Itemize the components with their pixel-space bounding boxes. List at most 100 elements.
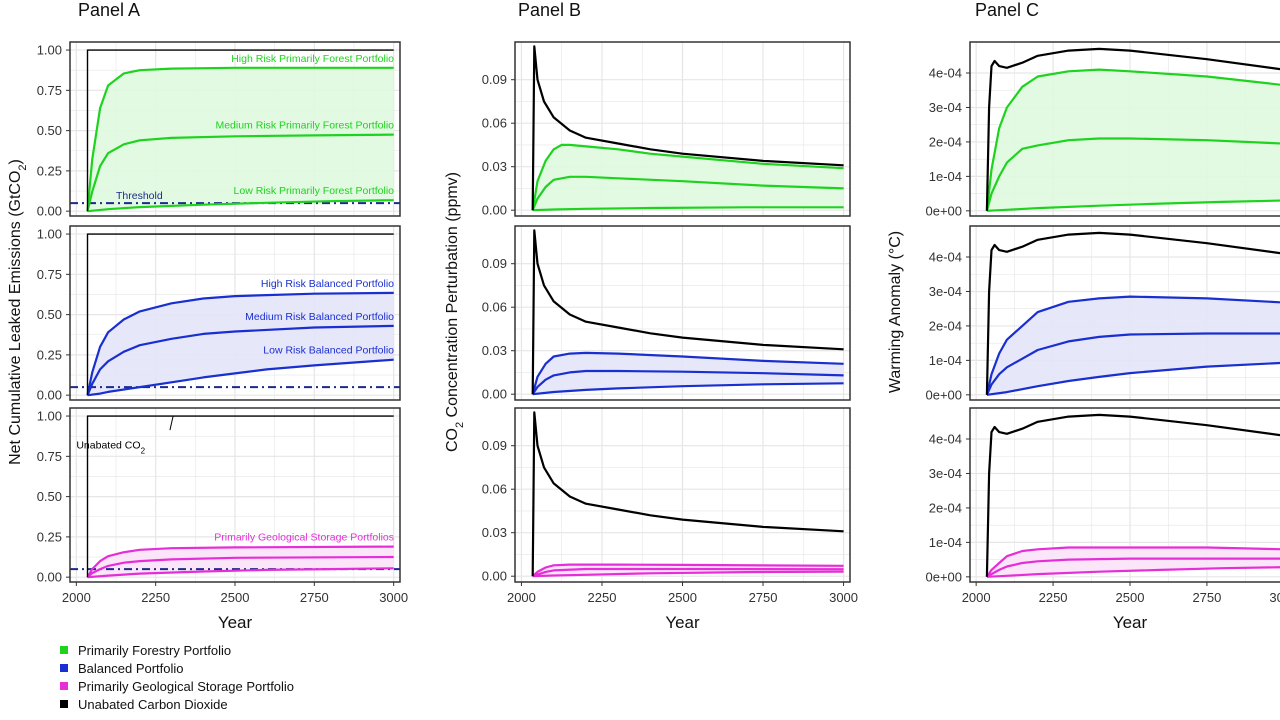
y-tick-label: 3e-04 bbox=[929, 100, 962, 115]
y-tick-label: 0.75 bbox=[37, 83, 62, 98]
y-tick-label: 0e+00 bbox=[925, 387, 962, 402]
y-tick-label: 1e-04 bbox=[929, 535, 962, 550]
series-line-unabated bbox=[531, 411, 844, 577]
y-tick-label: 1e-04 bbox=[929, 169, 962, 184]
y-axis-label: Warming Anomaly (°C) bbox=[887, 231, 904, 393]
series-label: Low Risk Balanced Portfolio bbox=[263, 345, 394, 357]
y-tick-label: 0.00 bbox=[37, 570, 62, 585]
y-tick-label: 0.25 bbox=[37, 163, 62, 178]
series-line-unabated bbox=[86, 49, 394, 212]
y-tick-label: 0.50 bbox=[37, 123, 62, 138]
series-line-unabated bbox=[985, 413, 1280, 577]
y-tick-label: 0.50 bbox=[37, 307, 62, 322]
series-line-balanced-2 bbox=[986, 361, 1280, 396]
facet-border bbox=[69, 225, 401, 401]
series-line-geological-1 bbox=[86, 555, 394, 579]
series-label: High Risk Primarily Forest Portfolio bbox=[231, 53, 394, 65]
plot-area bbox=[70, 49, 400, 213]
legend-label: Unabated Carbon Dioxide bbox=[78, 697, 228, 712]
unabated-label-subscript: 2 bbox=[141, 446, 146, 455]
y-tick-label: 2e-04 bbox=[929, 134, 962, 149]
series-line-unabated bbox=[531, 45, 844, 211]
plot-area bbox=[985, 47, 1280, 212]
y-tick-label: 2e-04 bbox=[929, 500, 962, 515]
y-tick-label: 3e-04 bbox=[929, 284, 962, 299]
x-tick-label: 2750 bbox=[1192, 590, 1221, 605]
y-tick-label: 1e-04 bbox=[929, 353, 962, 368]
series-line-geological-0 bbox=[985, 546, 1280, 578]
legend-label: Primarily Geological Storage Portfolio bbox=[78, 679, 294, 694]
y-tick-label: 4e-04 bbox=[929, 250, 962, 265]
y-tick-label: 0e+00 bbox=[925, 569, 962, 584]
y-axis-label: CO2 Concentration Perturbation (ppmv) bbox=[444, 172, 466, 452]
series-line-geological-1 bbox=[986, 557, 1280, 578]
x-tick-label: 3000 bbox=[829, 590, 858, 605]
series-line-geological-0 bbox=[86, 545, 394, 578]
y-tick-label: 4e-04 bbox=[929, 66, 962, 81]
plot-area bbox=[70, 415, 400, 579]
y-axis-label-main: Warming Anomaly (°C) bbox=[887, 231, 904, 393]
facet-border bbox=[514, 41, 851, 217]
x-axis-label: Year bbox=[218, 613, 253, 632]
series-line-geological-1 bbox=[532, 567, 844, 578]
group-label: Primarily Geological Storage Portfolios bbox=[214, 532, 394, 544]
y-tick-label: 2e-04 bbox=[929, 318, 962, 333]
y-axis-label: Net Cumulative Leaked Emissions (GtCO2) bbox=[7, 159, 29, 465]
x-tick-label: 2000 bbox=[507, 590, 536, 605]
legend-label: Primarily Forestry Portfolio bbox=[78, 643, 231, 658]
threshold-label: Threshold bbox=[116, 190, 163, 202]
y-tick-label: 0.09 bbox=[482, 438, 507, 453]
x-tick-label: 2250 bbox=[141, 590, 170, 605]
facet-forestry: 0.00 0.03 0.06 0.09 bbox=[482, 41, 851, 218]
legend: Primarily Forestry Portfolio Balanced Por… bbox=[60, 643, 294, 712]
plot-area bbox=[70, 233, 400, 397]
series-line-balanced-0 bbox=[86, 291, 394, 396]
series-line-forestry-1 bbox=[531, 175, 844, 211]
y-tick-label: 0.25 bbox=[37, 347, 62, 362]
series-line-balanced-1 bbox=[985, 332, 1280, 396]
series-line-forestry-2 bbox=[532, 206, 844, 212]
facet-balanced: 0e+00 1e-04 2e-04 3e-04 4e-04 bbox=[925, 225, 1280, 402]
y-tick-label: 0.00 bbox=[37, 204, 62, 219]
x-axis-label: Year bbox=[1113, 613, 1148, 632]
x-tick-label: 2500 bbox=[1116, 590, 1145, 605]
uncertainty-ribbon bbox=[986, 69, 1280, 211]
plot-area bbox=[985, 231, 1280, 396]
plot-area bbox=[531, 45, 844, 212]
uncertainty-ribbon bbox=[87, 292, 394, 396]
x-tick-label: 2250 bbox=[1039, 590, 1068, 605]
facet-forestry: 0.00 0.25 0.50 0.75 1.00 High Risk Primarily … bbox=[37, 41, 401, 219]
series-line-geological-2 bbox=[532, 570, 844, 578]
plot-area bbox=[531, 229, 844, 396]
y-tick-label: 1.00 bbox=[37, 409, 62, 424]
series-line-forestry-2 bbox=[87, 199, 394, 213]
uncertainty-ribbon bbox=[532, 144, 844, 211]
series-line-forestry-1 bbox=[985, 137, 1280, 212]
series-label: High Risk Balanced Portfolio bbox=[261, 278, 394, 290]
panel-title: Panel C bbox=[975, 0, 1039, 20]
series-line-balanced-0 bbox=[985, 295, 1280, 396]
legend-swatch bbox=[60, 646, 68, 654]
y-tick-label: 0.06 bbox=[482, 116, 507, 131]
facet-border bbox=[514, 225, 851, 401]
series-line-geological-0 bbox=[531, 563, 844, 578]
panel-title: Panel B bbox=[518, 0, 581, 20]
facet-balanced: 0.00 0.03 0.06 0.09 bbox=[482, 225, 851, 402]
y-axis-label-main: CO bbox=[444, 428, 461, 452]
y-tick-label: 0.03 bbox=[482, 343, 507, 358]
y-tick-label: 0.00 bbox=[482, 387, 507, 402]
series-line-unabated bbox=[985, 231, 1280, 395]
x-tick-label: 2000 bbox=[962, 590, 991, 605]
y-tick-label: 0.00 bbox=[482, 203, 507, 218]
uncertainty-ribbon bbox=[986, 547, 1280, 577]
series-label: Low Risk Primarily Forest Portfolio bbox=[234, 185, 395, 197]
facet-border bbox=[969, 41, 1280, 217]
x-axis-label: Year bbox=[665, 613, 700, 632]
grid-lines bbox=[515, 408, 850, 582]
unabated-label-main: Unabated CO bbox=[76, 439, 140, 451]
facet-geological: 0.00 0.03 0.06 0.09 bbox=[482, 407, 851, 584]
series-line-geological-2 bbox=[87, 567, 394, 579]
series-line-balanced-2 bbox=[87, 358, 394, 397]
x-tick-label: 2500 bbox=[668, 590, 697, 605]
